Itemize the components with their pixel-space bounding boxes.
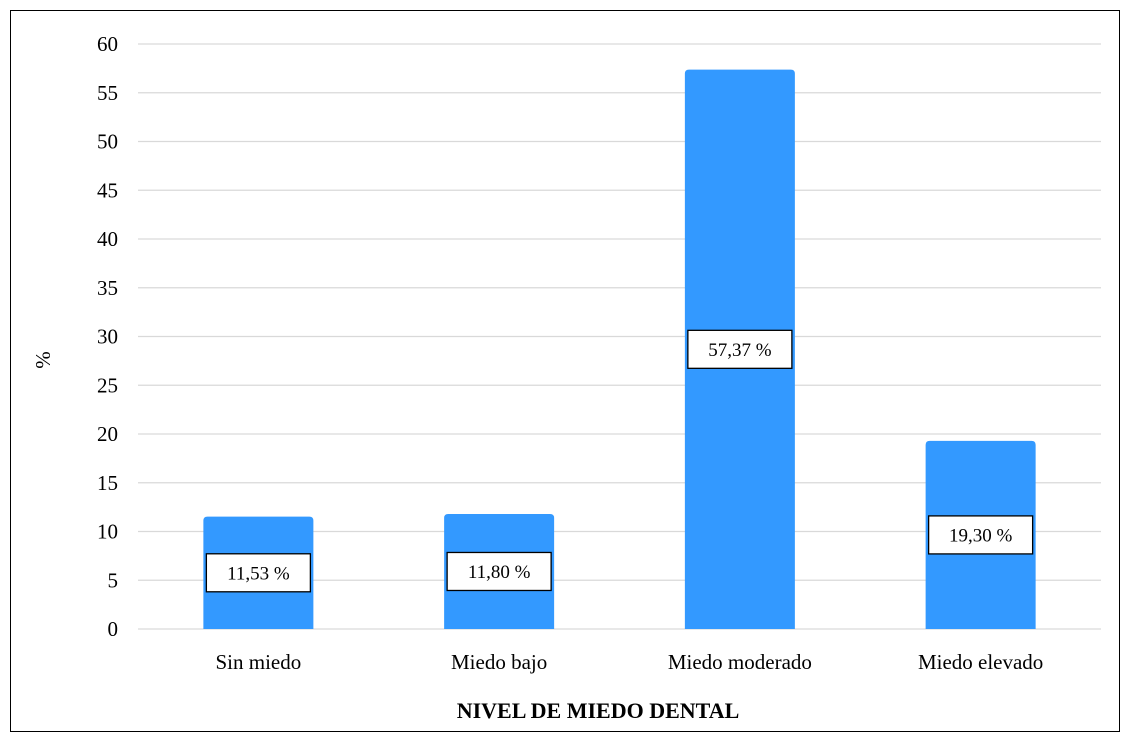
bars [203, 69, 1036, 629]
x-tick-label: Sin miedo [215, 650, 301, 674]
data-label-box [446, 551, 552, 592]
data-label: 11,53 % [227, 563, 290, 584]
y-tick-label: 15 [97, 471, 118, 495]
y-tick-label: 25 [97, 373, 118, 397]
x-tick-label: Miedo elevado [918, 650, 1043, 674]
y-axis-ticks: 0 5 10 15 20 25 30 35 40 45 50 55 60 [97, 32, 118, 641]
y-tick-label: 5 [108, 568, 119, 592]
y-axis-label: % [31, 351, 55, 369]
x-tick-label: Miedo moderado [668, 650, 812, 674]
x-axis-categories: Sin miedo Miedo bajo Miedo moderado Miedo e… [215, 650, 1043, 674]
y-tick-label: 40 [97, 227, 118, 251]
data-label-box [687, 329, 793, 369]
y-tick-label: 30 [97, 325, 118, 349]
y-tick-label: 20 [97, 422, 118, 446]
data-label: 11,80 % [468, 562, 531, 583]
y-tick-label: 35 [97, 276, 118, 300]
y-tick-label: 45 [97, 178, 118, 202]
data-label-box [927, 515, 1034, 555]
data-label-box [205, 553, 312, 593]
data-label: 19,30 % [949, 525, 1013, 546]
data-label: 57,37 % [708, 340, 772, 361]
x-tick-label: Miedo bajo [451, 650, 547, 674]
x-axis-label: NIVEL DE MIEDO DENTAL [457, 698, 740, 723]
y-tick-label: 0 [108, 617, 119, 641]
y-tick-label: 60 [97, 32, 118, 56]
y-tick-label: 10 [97, 520, 118, 544]
data-labels: 11,53 % 11,80 % 57,37 % 19,30 % [205, 329, 1034, 593]
y-tick-label: 55 [97, 81, 118, 105]
y-tick-label: 50 [97, 130, 118, 154]
